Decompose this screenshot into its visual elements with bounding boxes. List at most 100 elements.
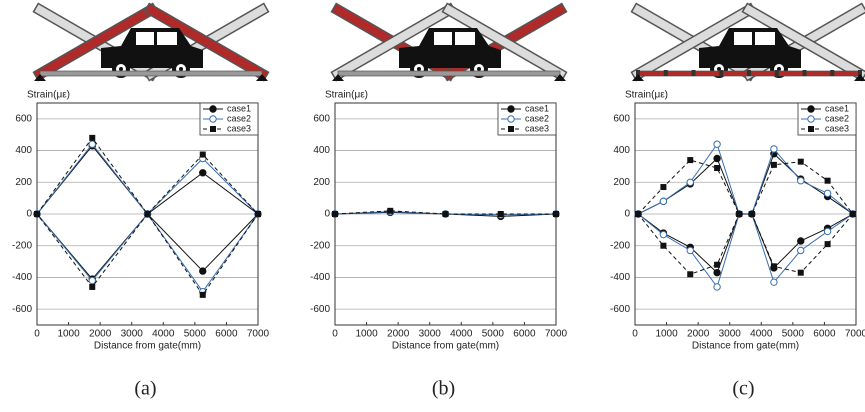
x-tick-label: 0: [34, 329, 40, 340]
y-tick-label: -600: [610, 304, 630, 315]
marker: [714, 284, 720, 290]
marker: [210, 116, 216, 122]
car-window: [455, 32, 475, 45]
y-tick-label: 600: [313, 113, 330, 124]
y-tick-label: 400: [313, 145, 330, 156]
y-tick-label: 200: [613, 177, 630, 188]
marker: [255, 211, 261, 217]
x-tick-label: 2000: [687, 329, 710, 340]
marker: [89, 277, 95, 283]
marker: [736, 211, 742, 217]
car-wheel: [417, 67, 421, 71]
marker: [498, 211, 504, 217]
x-tick-label: 1000: [655, 329, 678, 340]
legend-label: case2: [525, 113, 549, 123]
marker: [771, 263, 777, 269]
marker: [443, 211, 449, 217]
x-tick-label: 0: [332, 329, 338, 340]
chord-node: [775, 70, 779, 76]
car-window: [157, 32, 177, 45]
caption: (c): [732, 378, 754, 400]
marker: [798, 238, 804, 244]
marker: [508, 116, 514, 122]
y-axis-label: Strain(με): [325, 90, 368, 101]
marker: [89, 135, 95, 141]
y-tick-label: 0: [324, 209, 330, 220]
legend-label: case3: [825, 123, 849, 133]
marker: [798, 178, 804, 184]
legend: case1case2case3: [798, 103, 856, 135]
marker: [89, 284, 95, 290]
caption: (a): [134, 378, 156, 400]
marker: [808, 126, 814, 132]
marker: [89, 141, 95, 147]
car-window: [434, 32, 452, 45]
y-tick-label: -400: [610, 272, 630, 283]
car-wheel: [119, 67, 123, 71]
legend-label: case2: [227, 113, 251, 123]
y-axis-label: Strain(με): [625, 90, 668, 101]
marker: [714, 141, 720, 147]
y-tick-label: 0: [26, 209, 32, 220]
y-tick-label: -200: [310, 240, 330, 251]
marker: [714, 165, 720, 171]
x-tick-label: 7000: [247, 329, 270, 340]
marker: [200, 292, 206, 298]
legend-label: case3: [525, 123, 549, 133]
y-tick-label: 200: [15, 177, 32, 188]
marker: [145, 211, 151, 217]
marker: [808, 106, 814, 112]
y-axis-label: Strain(με): [27, 90, 70, 101]
marker: [34, 211, 40, 217]
marker: [660, 243, 666, 249]
x-tick-label: 1000: [57, 329, 80, 340]
y-tick-label: 400: [15, 145, 32, 156]
y-tick-label: -600: [310, 304, 330, 315]
marker: [850, 211, 856, 217]
y-tick-label: -400: [310, 272, 330, 283]
legend-label: case1: [525, 103, 549, 113]
marker: [824, 190, 830, 196]
y-tick-label: 200: [313, 177, 330, 188]
x-tick-label: 2000: [387, 329, 410, 340]
truss-illustration: [34, 10, 268, 81]
x-tick-label: 6000: [513, 329, 536, 340]
marker: [508, 126, 514, 132]
x-tick-label: 6000: [813, 329, 836, 340]
marker: [200, 170, 206, 176]
series-line: [638, 154, 853, 273]
legend-label: case3: [227, 123, 251, 133]
page: {"chart_data": [ {"type": "line", "capti…: [0, 0, 865, 412]
car-wheel: [477, 67, 481, 71]
caption: (b): [432, 378, 455, 400]
x-tick-label: 5000: [184, 329, 207, 340]
x-tick-label: 3000: [121, 329, 144, 340]
series-line: [638, 160, 853, 274]
marker: [798, 270, 804, 276]
chord-node: [803, 70, 807, 76]
y-tick-label: 600: [613, 113, 630, 124]
marker: [210, 106, 216, 112]
x-tick-label: 7000: [845, 329, 865, 340]
car-window: [136, 32, 154, 45]
y-tick-label: -200: [610, 240, 630, 251]
figure: -600-400-2000200400600010002000300040005…: [0, 0, 865, 412]
bottom-chord: [338, 71, 560, 76]
x-axis-label: Distance from gate(mm): [692, 341, 799, 352]
marker: [553, 211, 559, 217]
x-tick-label: 5000: [482, 329, 505, 340]
marker: [200, 152, 206, 158]
x-tick-label: 4000: [450, 329, 473, 340]
x-tick-label: 5000: [782, 329, 805, 340]
y-tick-label: 400: [613, 145, 630, 156]
marker: [771, 162, 777, 168]
x-tick-label: 0: [632, 329, 638, 340]
marker: [714, 155, 720, 161]
marker: [771, 146, 777, 152]
chord-node: [664, 70, 668, 76]
marker: [635, 211, 641, 217]
marker: [749, 211, 755, 217]
truss-illustration: [332, 10, 566, 81]
chord-node: [692, 70, 696, 76]
